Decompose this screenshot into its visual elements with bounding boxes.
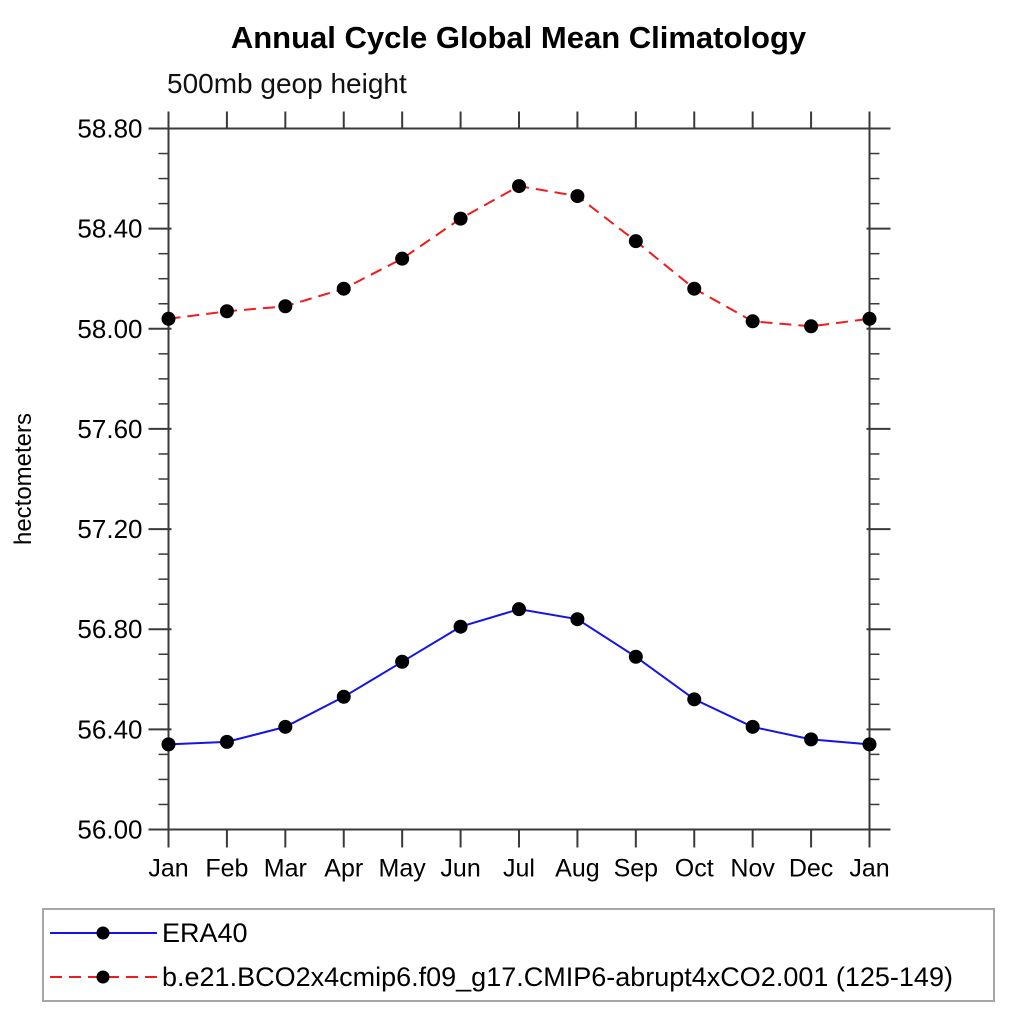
y-tick-label: 56.40	[77, 714, 142, 744]
data-point-marker	[395, 654, 410, 669]
legend-sample-line-solid	[50, 926, 157, 940]
data-point-marker	[628, 234, 643, 249]
x-tick-label: Aug	[555, 855, 599, 883]
legend-label-era40: ERA40	[162, 917, 248, 948]
x-tick-label: Feb	[205, 855, 248, 883]
data-point-marker	[161, 311, 176, 326]
data-point-marker	[278, 719, 293, 734]
y-tick-label: 56.00	[77, 815, 142, 845]
y-tick-label: 57.20	[77, 514, 142, 544]
data-point-marker	[862, 737, 877, 752]
data-point-marker	[512, 179, 526, 194]
x-tick-label: Jun	[440, 855, 480, 883]
data-point-marker	[745, 719, 760, 734]
data-point-marker	[628, 649, 643, 664]
y-tick-label: 56.80	[77, 614, 142, 644]
chart-subtitle: 500mb geop height	[167, 68, 407, 99]
data-point-marker	[336, 281, 351, 296]
x-tick-label: Jul	[503, 855, 535, 883]
data-point-marker	[395, 251, 410, 266]
y-tick-label: 58.00	[77, 314, 142, 344]
data-point-marker	[687, 281, 702, 296]
chart-title: Annual Cycle Global Mean Climatology	[230, 20, 807, 55]
data-point-marker	[570, 189, 585, 204]
plot-area: Jan Feb Mar Apr May Jun Jul Aug Sep Oct Nov Dec Jan5…	[10, 111, 891, 883]
data-point-marker	[453, 211, 468, 226]
x-tick-label: Jan	[849, 855, 889, 883]
legend-box: ERA40 b.e21.BCO2x4cmip6.f09_g17.CMIP6-ab…	[42, 908, 995, 1002]
x-tick-label: May	[379, 855, 427, 883]
data-point-marker	[512, 602, 526, 617]
y-tick-label: 58.40	[77, 214, 142, 244]
x-tick-label: Mar	[264, 855, 307, 883]
y-tick-label: 58.80	[77, 114, 142, 144]
data-point-marker	[219, 734, 234, 749]
data-point-marker	[687, 692, 702, 707]
plot-frame	[167, 127, 871, 831]
data-point-marker	[453, 619, 468, 634]
legend-item-model-run: b.e21.BCO2x4cmip6.f09_g17.CMIP6-abrupt4x…	[49, 958, 993, 996]
data-point-marker	[161, 737, 176, 752]
data-point-marker	[745, 314, 760, 329]
x-tick-label: Oct	[675, 855, 714, 883]
y-axis-title: hectometers	[10, 413, 37, 545]
x-tick-label: Jan	[148, 855, 188, 883]
data-point-marker	[804, 732, 819, 747]
data-point-marker	[570, 612, 585, 627]
series-line-0	[168, 608, 870, 746]
data-point-marker	[804, 319, 819, 334]
legend-item-era40: ERA40	[49, 914, 993, 952]
y-tick-label: 57.60	[77, 414, 142, 444]
series-line-1	[168, 185, 870, 328]
legend-label-model-run: b.e21.BCO2x4cmip6.f09_g17.CMIP6-abrupt4x…	[162, 961, 953, 992]
legend-sample-line-dashed	[50, 970, 157, 984]
x-tick-label: Dec	[789, 855, 833, 883]
x-tick-label: Sep	[614, 855, 658, 883]
data-point-marker	[862, 311, 877, 326]
data-point-marker	[278, 299, 293, 314]
data-point-marker	[219, 304, 234, 319]
x-tick-label: Nov	[730, 855, 775, 883]
data-point-marker	[336, 689, 351, 704]
x-tick-label: Apr	[324, 855, 363, 883]
